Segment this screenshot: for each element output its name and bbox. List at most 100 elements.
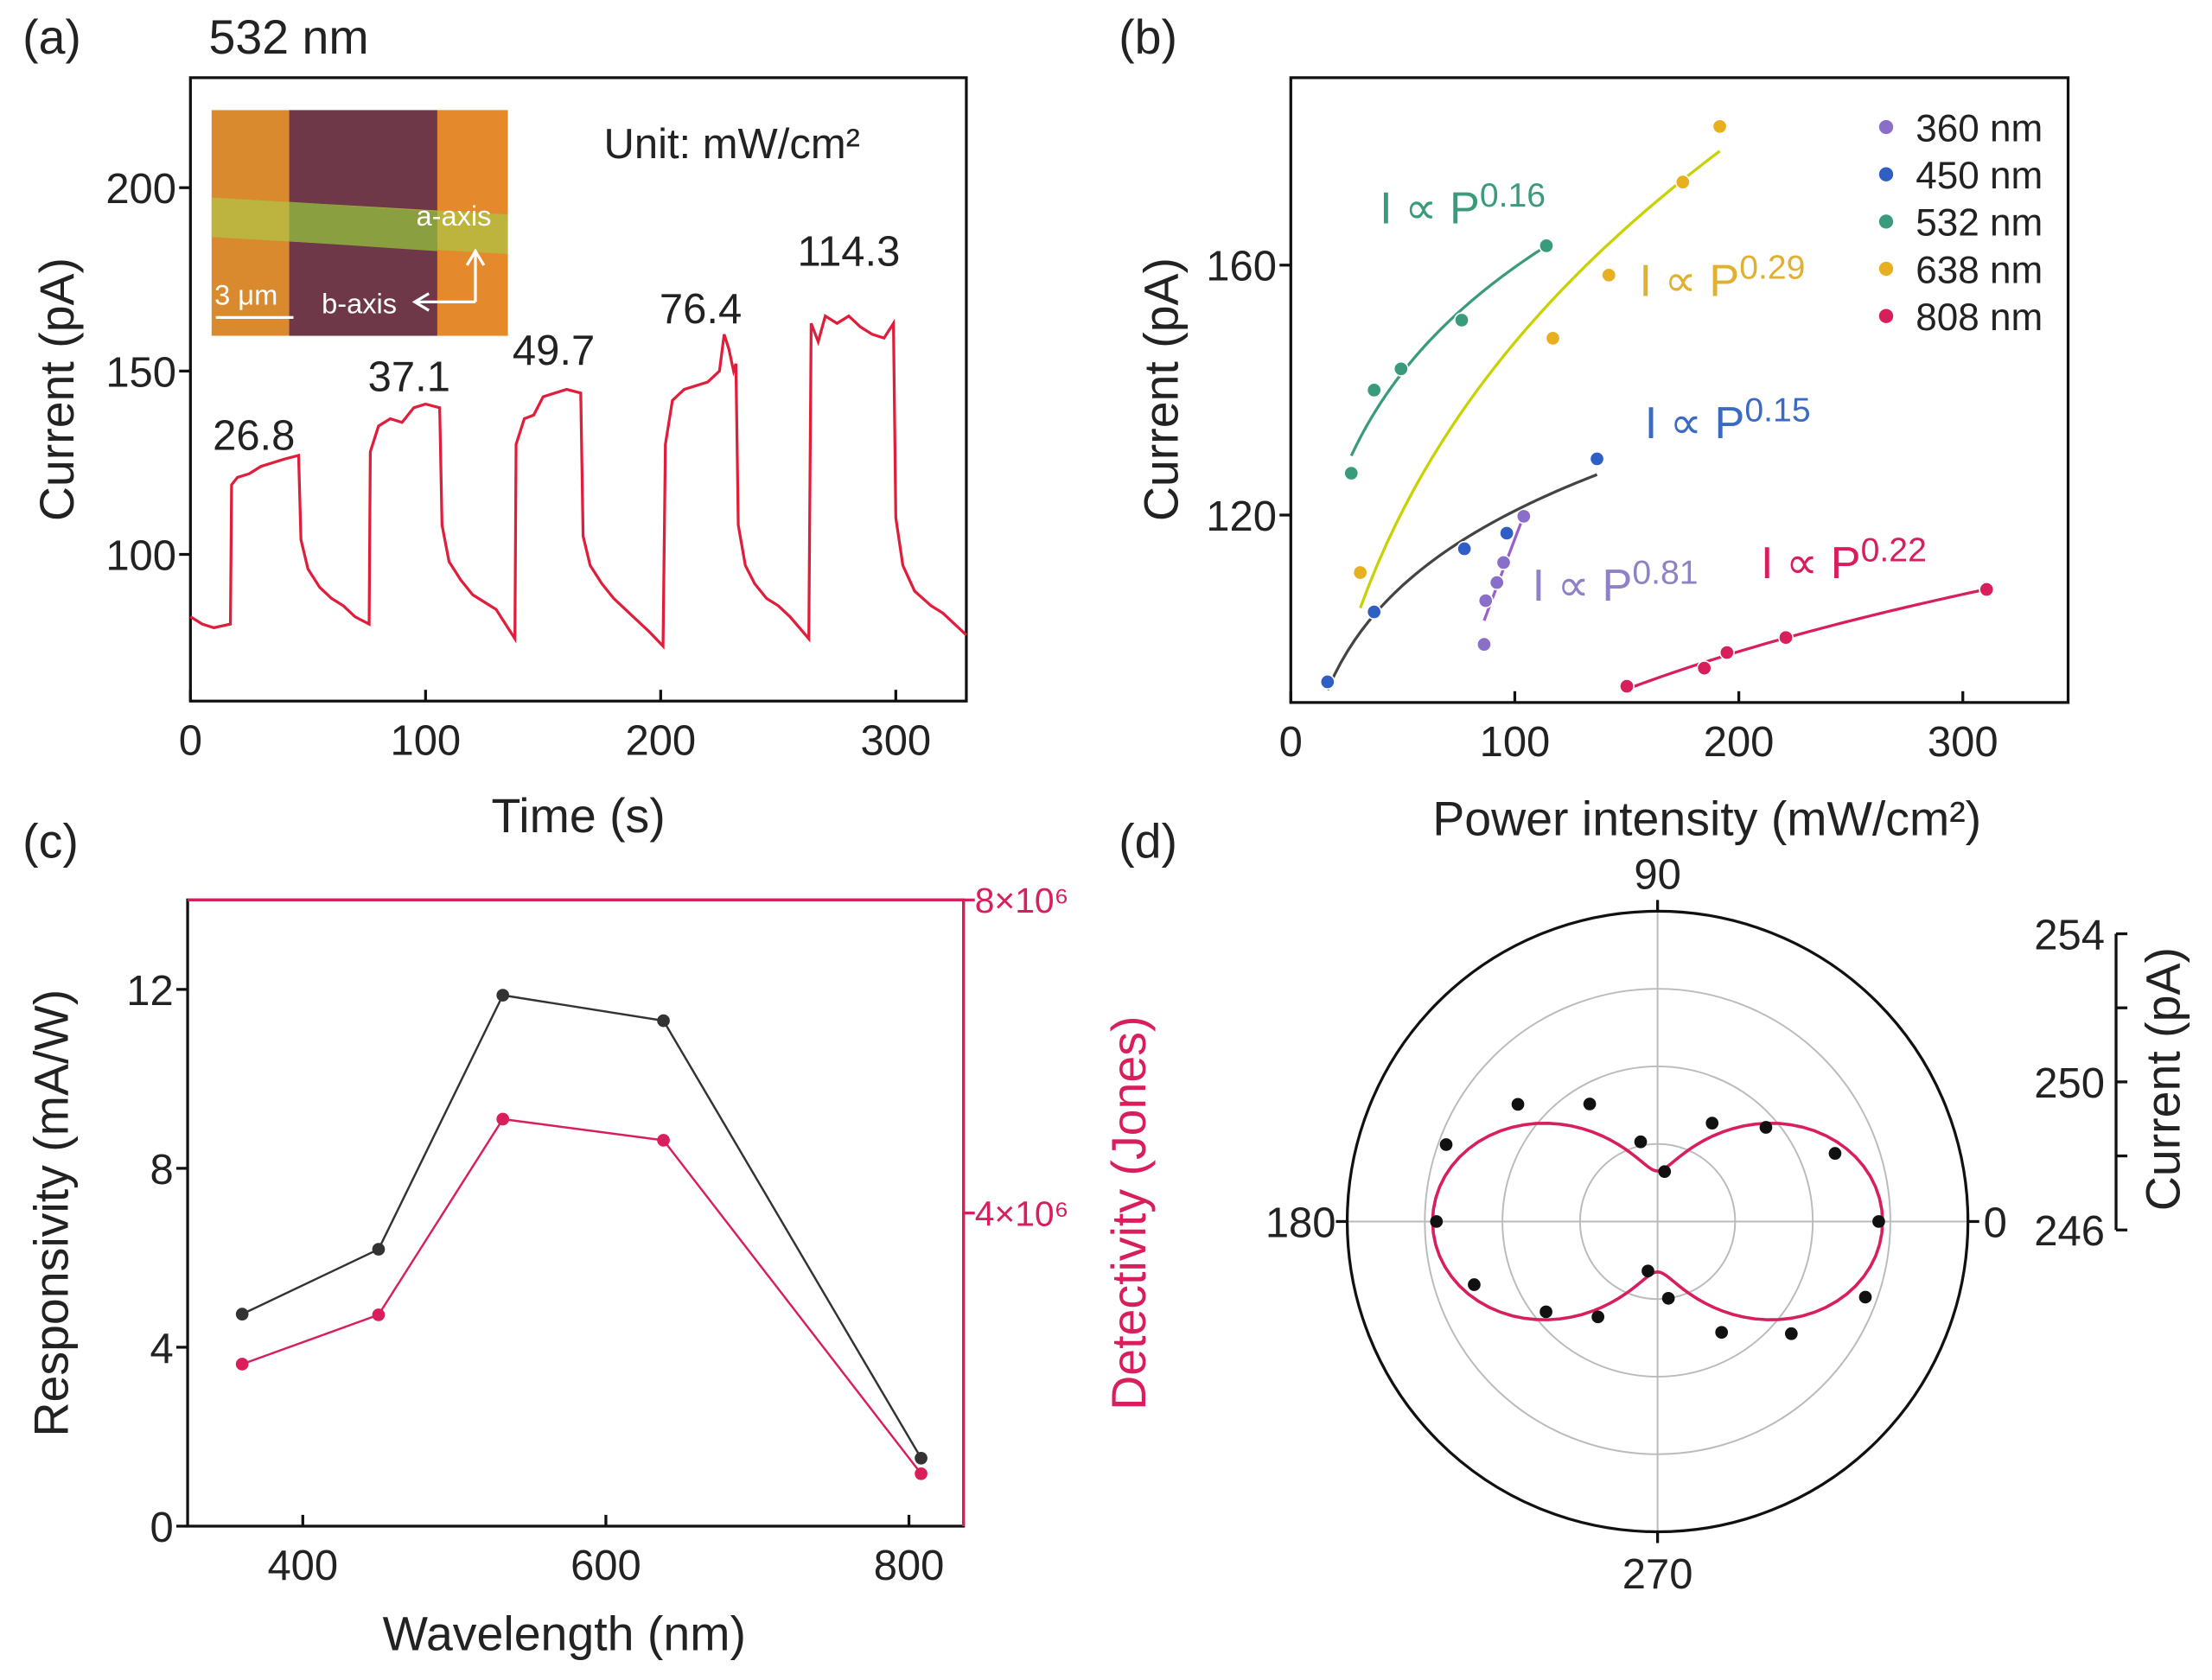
legend-label: 450 nm xyxy=(1916,155,2043,197)
plot-frame xyxy=(188,76,968,703)
current-trace xyxy=(189,314,968,650)
y-axis-label: Responsivity (mA/W) xyxy=(24,990,78,1437)
x-axis-label: Power intensity (mW/cm²) xyxy=(1432,792,1981,845)
data-point xyxy=(1705,1117,1719,1130)
x-tick-label: 0 xyxy=(1279,719,1303,766)
data-point xyxy=(1872,1215,1885,1228)
radial-tick-label: 250 xyxy=(2034,1060,2105,1107)
y-tick-label: 200 xyxy=(105,166,176,213)
x-tick-label: 300 xyxy=(1928,719,1998,766)
fit-label-base: I ∝ P xyxy=(1380,183,1480,233)
data-point xyxy=(1468,1278,1481,1291)
power-label: 26.8 xyxy=(213,413,295,460)
legend-label: 638 nm xyxy=(1916,249,2043,291)
data-point xyxy=(1591,1310,1604,1324)
fit-label: I ∝ P0.29 xyxy=(1640,250,1806,307)
data-point xyxy=(1430,1215,1444,1228)
y-tick-label: 150 xyxy=(105,349,176,396)
data-point xyxy=(1457,541,1473,557)
data-point xyxy=(657,1014,670,1028)
fit-label-exponent: 0.16 xyxy=(1480,177,1546,214)
y2-tick-label: 4×10⁶ xyxy=(975,1193,1069,1233)
x-tick-label: 600 xyxy=(571,1543,641,1589)
legend-marker xyxy=(1878,309,1894,323)
legend-label: 808 nm xyxy=(1916,296,2043,339)
data-point xyxy=(1828,1147,1842,1160)
x-tick-label: 200 xyxy=(1704,719,1775,766)
series-line xyxy=(241,994,922,1459)
y-axis-label: Current (pA) xyxy=(30,258,84,521)
angle-label: 0 xyxy=(1984,1200,2007,1246)
x-axis-label: Wavelength (nm) xyxy=(383,1607,746,1661)
data-point xyxy=(1343,465,1360,481)
x-tick-label: 100 xyxy=(1480,719,1551,766)
data-point xyxy=(1718,645,1735,661)
fit-curve xyxy=(1359,150,1721,609)
data-point xyxy=(1979,582,1995,597)
data-point xyxy=(1619,678,1635,695)
legend-label: 360 nm xyxy=(1916,107,2043,150)
panel-label-b: (b) xyxy=(1119,10,1177,64)
data-point xyxy=(372,1243,386,1256)
scale-bar-label: 3 μm xyxy=(214,279,277,311)
fit-label-base: I ∝ P xyxy=(1640,256,1740,306)
y2-axis-label: Detectivity (Jones) xyxy=(1102,1016,1156,1410)
y-tick-label: 8 xyxy=(150,1147,174,1193)
chart-title: 532 nm xyxy=(209,10,369,64)
y-tick-label: 0 xyxy=(150,1505,174,1551)
legend-label: 532 nm xyxy=(1916,202,2043,245)
data-point xyxy=(1601,267,1617,283)
series-line xyxy=(241,1117,922,1475)
data-point xyxy=(1539,1305,1552,1319)
data-point xyxy=(915,1451,928,1465)
data-point xyxy=(1858,1290,1872,1304)
power-label: 49.7 xyxy=(513,328,595,374)
data-point xyxy=(1759,1121,1773,1134)
x-axis-label: Time (s) xyxy=(491,789,665,843)
panel-label-a: (a) xyxy=(22,10,81,64)
x-tick-label: 0 xyxy=(179,717,202,764)
y2-tick-label: 8×10⁶ xyxy=(975,881,1069,920)
x-tick-label: 200 xyxy=(625,717,696,764)
data-point xyxy=(1674,174,1691,190)
data-point xyxy=(915,1467,928,1480)
data-point xyxy=(1439,1138,1453,1151)
y-tick-label: 12 xyxy=(126,968,173,1015)
panel-d-chart: Current (pA) 0 90 180 270 246 250 254 xyxy=(1265,851,2190,1597)
data-point xyxy=(1366,604,1382,620)
data-point xyxy=(1454,312,1469,328)
data-point xyxy=(1477,593,1494,609)
data-point xyxy=(1583,1098,1597,1110)
y-tick-label: 4 xyxy=(150,1326,174,1372)
data-point xyxy=(657,1134,670,1147)
panel-label-c: (c) xyxy=(22,814,79,868)
legend-marker xyxy=(1878,167,1894,181)
data-point xyxy=(1778,629,1794,646)
fit-label-base: I ∝ P xyxy=(1533,561,1633,611)
angle-label: 90 xyxy=(1634,851,1680,898)
legend-marker xyxy=(1878,119,1894,135)
data-point xyxy=(1515,508,1532,525)
data-point xyxy=(1319,674,1335,690)
data-point xyxy=(496,1112,510,1126)
data-point xyxy=(1352,564,1368,581)
data-point xyxy=(1641,1264,1654,1278)
plot-frame xyxy=(1289,76,2070,704)
data-point xyxy=(1712,118,1728,135)
data-point xyxy=(1511,1098,1525,1111)
y-tick-label: 120 xyxy=(1206,493,1277,540)
x-tick-label: 800 xyxy=(874,1543,945,1589)
plot-frame xyxy=(186,898,966,1528)
fit-curve xyxy=(1349,245,1547,457)
power-label: 114.3 xyxy=(797,228,900,275)
x-tick-label: 100 xyxy=(390,717,461,764)
fit-label: I ∝ P0.15 xyxy=(1645,392,1811,449)
data-point xyxy=(1488,575,1505,591)
radial-tick-label: 254 xyxy=(2034,912,2105,958)
fit-label-exponent: 0.81 xyxy=(1632,555,1698,592)
data-point xyxy=(1495,554,1512,570)
data-point xyxy=(235,1308,249,1320)
y-tick-label: 100 xyxy=(105,532,176,579)
x-tick-label: 400 xyxy=(267,1543,338,1589)
